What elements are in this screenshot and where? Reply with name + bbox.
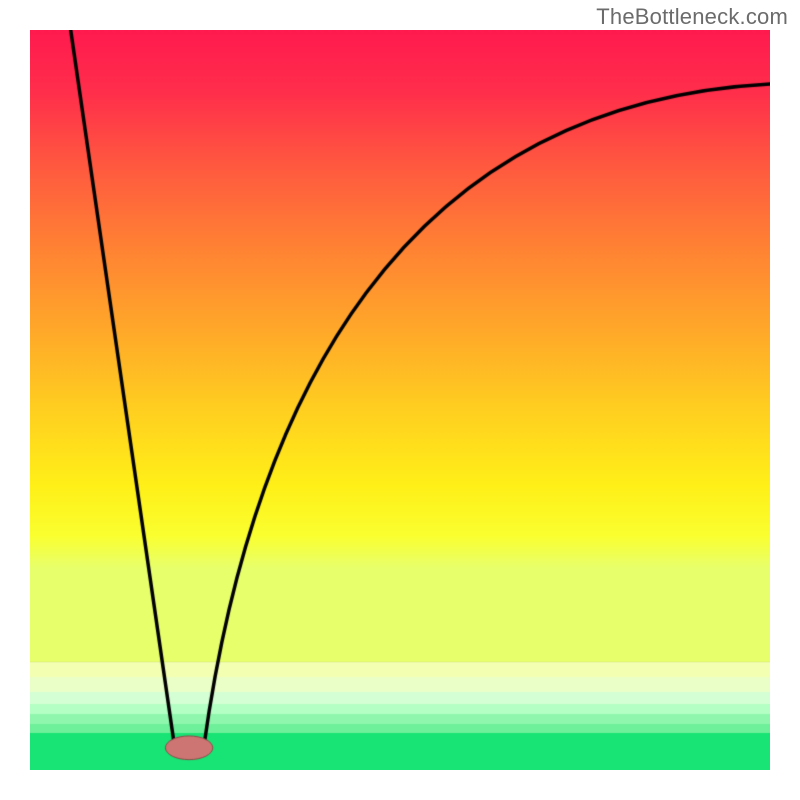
marker-layer bbox=[30, 30, 770, 770]
chart-container: TheBottleneck.com bbox=[0, 0, 800, 800]
watermark-text: TheBottleneck.com bbox=[596, 4, 788, 30]
